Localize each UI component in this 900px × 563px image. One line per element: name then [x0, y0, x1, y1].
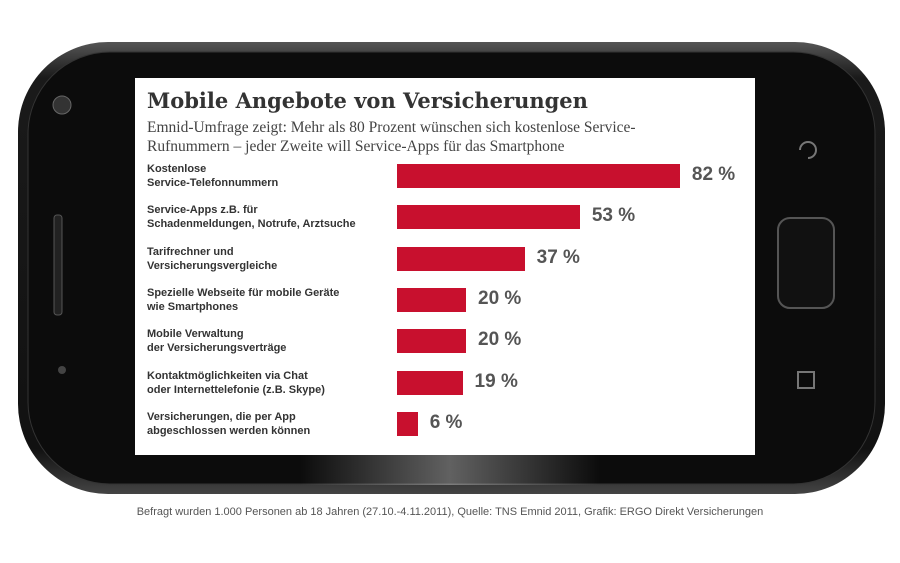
home-button[interactable] [777, 217, 835, 309]
category-label: Mobile Verwaltung der Versicherungsvertr… [147, 328, 287, 355]
sensor [58, 366, 66, 374]
value-label: 6 % [429, 411, 463, 433]
chart-title: Mobile Angebote von Versicherungen [147, 88, 588, 113]
category-label: Tarifrechner und Versicherungsvergleiche [147, 245, 278, 272]
value-label: 82 % [691, 164, 736, 185]
category-label: Versicherungen, die per App abgeschlosse… [147, 410, 311, 437]
back-icon [799, 141, 817, 159]
camera [52, 95, 72, 115]
bar [397, 329, 466, 354]
chart-subtitle: Emnid-Umfrage zeigt: Mehr als 80 Prozent… [147, 119, 636, 155]
screen: Mobile Angebote von Versicherungen Emnid… [135, 78, 755, 455]
category-label: Kostenlose Service-Telefonnummern [147, 163, 279, 189]
value-label: 53 % [591, 205, 636, 227]
value-label: 19 % [474, 370, 518, 392]
source-note: Befragt wurden 1.000 Personen ab 18 Jahr… [136, 506, 764, 518]
value-label: 20 % [478, 329, 522, 351]
value-label: 37 % [536, 246, 580, 268]
glare [300, 455, 600, 485]
bar [397, 287, 466, 312]
bar [397, 205, 580, 230]
value-label: 20 % [478, 287, 522, 309]
category-label: Service-Apps z.B. für Schadenmeldungen, … [147, 204, 356, 231]
bar [397, 370, 463, 395]
bar [397, 164, 680, 188]
speaker [53, 214, 63, 316]
menu-icon [797, 371, 815, 389]
category-label: Spezielle Webseite für mobile Geräte wie… [147, 286, 340, 313]
category-label: Kontaktmöglichkeiten via Chat oder Inter… [147, 369, 325, 396]
bar [397, 246, 525, 271]
bar [397, 411, 418, 436]
